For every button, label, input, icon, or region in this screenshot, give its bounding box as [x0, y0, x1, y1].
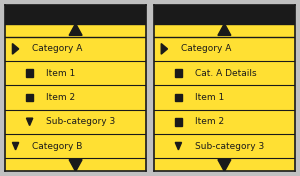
Polygon shape — [12, 44, 19, 54]
Text: Item 1: Item 1 — [195, 93, 224, 102]
Text: Item 2: Item 2 — [46, 93, 75, 102]
Bar — [26, 93, 33, 102]
Bar — [154, 85, 295, 110]
Text: Category B: Category B — [32, 142, 83, 151]
Text: Sub-category 3: Sub-category 3 — [195, 142, 264, 151]
Text: Cat. A Details: Cat. A Details — [195, 69, 256, 78]
Text: Item 1: Item 1 — [46, 69, 75, 78]
Text: Sub-category 3: Sub-category 3 — [46, 117, 116, 126]
Bar — [26, 69, 33, 77]
Bar — [5, 85, 146, 110]
Bar — [175, 69, 182, 77]
Bar — [154, 37, 295, 61]
Bar — [5, 134, 146, 158]
Polygon shape — [26, 118, 33, 125]
Bar — [175, 93, 182, 102]
Polygon shape — [69, 24, 82, 35]
Bar — [154, 61, 295, 85]
Text: Category A: Category A — [181, 44, 231, 53]
Bar — [5, 110, 146, 134]
Polygon shape — [175, 142, 182, 150]
Bar — [175, 118, 182, 126]
Polygon shape — [69, 160, 82, 171]
Bar — [154, 110, 295, 134]
Bar — [5, 61, 146, 85]
Bar — [154, 5, 295, 24]
Polygon shape — [218, 24, 231, 35]
Polygon shape — [12, 142, 19, 150]
Text: Item 2: Item 2 — [195, 117, 224, 126]
Bar — [5, 37, 146, 61]
Text: Category A: Category A — [32, 44, 83, 53]
Polygon shape — [218, 160, 231, 171]
Polygon shape — [161, 44, 167, 54]
Bar — [154, 134, 295, 158]
Bar — [5, 5, 146, 24]
